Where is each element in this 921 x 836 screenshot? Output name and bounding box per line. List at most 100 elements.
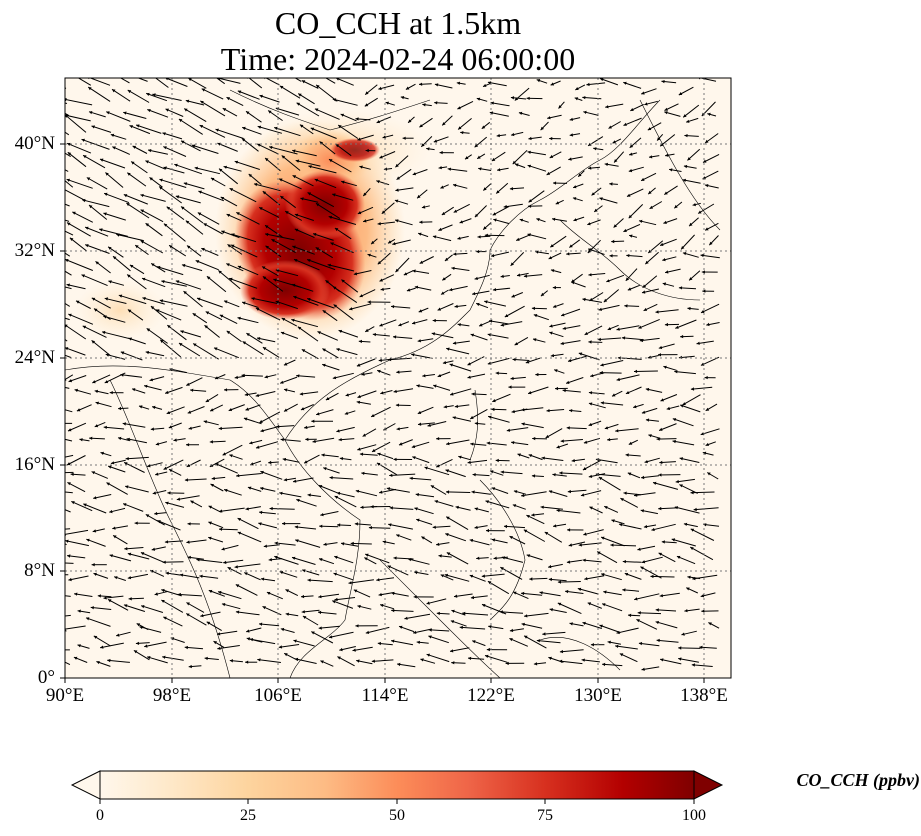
wind-vector-head	[658, 345, 663, 350]
wind-vector-head	[235, 584, 240, 588]
wind-vector-head	[527, 204, 532, 208]
wind-vector-head	[217, 632, 221, 636]
wind-vector-head	[521, 622, 525, 627]
wind-vector-head	[648, 249, 652, 253]
wind-vector-head	[159, 299, 164, 303]
wind-vector-head	[279, 491, 283, 495]
wind-vector	[387, 565, 409, 576]
wind-vector-head	[672, 418, 677, 422]
wind-vector-head	[444, 257, 449, 261]
wind-vector-head	[210, 484, 214, 487]
wind-vector-head	[316, 84, 320, 89]
wind-vector-head	[645, 418, 650, 422]
wind-vector-head	[693, 507, 697, 512]
wind-vector-head	[391, 305, 395, 309]
wind-vector	[145, 351, 165, 357]
wind-vector-head	[531, 474, 536, 478]
wind-vector	[690, 386, 713, 390]
wind-vector	[83, 503, 107, 514]
wind-vector	[297, 326, 319, 342]
wind-vector	[278, 644, 300, 648]
wind-vector-head	[680, 334, 684, 339]
wind-vector-head	[420, 658, 424, 662]
wind-vector	[180, 330, 202, 338]
wind-vector-head	[339, 457, 344, 461]
wind-vector-head	[603, 298, 608, 303]
wind-vector	[622, 561, 642, 563]
wind-vector-head	[164, 540, 169, 544]
wind-vector	[428, 635, 449, 644]
wind-vector	[424, 466, 450, 476]
lat-tick-label: 16°N	[14, 454, 55, 475]
wind-vector-head	[535, 250, 539, 254]
wind-vector-head	[500, 323, 504, 327]
wind-vector-head	[102, 330, 106, 335]
wind-vector-head	[219, 527, 223, 531]
wind-vector	[452, 416, 472, 422]
wind-vector-head	[674, 204, 678, 209]
wind-vector	[545, 428, 563, 439]
wind-vector-head	[617, 356, 622, 360]
wind-vector-head	[104, 380, 109, 384]
wind-vector-head	[558, 105, 562, 109]
wind-vector	[84, 226, 109, 237]
wind-vector-head	[291, 318, 295, 322]
wind-vector-head	[445, 469, 449, 473]
wind-vector-head	[637, 547, 641, 551]
wind-vector-head	[142, 277, 146, 281]
wind-vector-head	[256, 445, 260, 449]
wind-vector-head	[486, 441, 490, 445]
wind-vector-head	[186, 443, 190, 447]
wind-vector	[368, 527, 391, 529]
wind-vector	[161, 599, 184, 613]
wind-vector-head	[213, 641, 217, 645]
wind-vector-head	[600, 78, 604, 82]
wind-vector-head	[603, 590, 607, 594]
wind-vector	[333, 572, 354, 581]
axis-ticks	[60, 143, 705, 683]
wind-vector-head	[476, 302, 480, 307]
wind-vector-head	[338, 438, 342, 442]
wind-vector-head	[245, 660, 249, 664]
wind-vector-head	[664, 111, 668, 115]
wind-vector-head	[371, 659, 375, 663]
wind-vector-head	[300, 197, 304, 201]
wind-vector	[123, 194, 148, 205]
wind-vector-head	[249, 441, 253, 445]
wind-vector	[678, 647, 701, 649]
wind-vector-head	[218, 590, 222, 595]
wind-vector	[294, 213, 314, 221]
wind-vector-head	[517, 453, 521, 457]
wind-vector	[156, 266, 184, 276]
wind-vector	[689, 546, 714, 561]
wind-vector-head	[643, 307, 648, 311]
wind-vector-head	[175, 280, 180, 284]
wind-vector-head	[641, 410, 646, 414]
wind-vector-head	[166, 206, 171, 210]
wind-vector-head	[568, 543, 573, 547]
wind-vector	[334, 227, 352, 240]
wind-vector	[600, 360, 624, 366]
wind-vector	[560, 308, 581, 317]
wind-vector-head	[295, 539, 299, 543]
wind-vector-head	[599, 371, 603, 375]
wind-vector-head	[559, 649, 564, 654]
wind-vector	[258, 522, 278, 529]
wind-vector-head	[628, 613, 632, 617]
wind-vector	[371, 441, 391, 453]
wind-vector-head	[509, 187, 514, 191]
wind-vector-head	[478, 167, 482, 171]
wind-vector-head	[500, 274, 504, 278]
wind-vector-head	[653, 481, 657, 485]
wind-vector	[540, 506, 563, 510]
wind-vector	[215, 463, 238, 474]
wind-vector-head	[100, 158, 104, 162]
wind-vector-head	[278, 645, 283, 649]
wind-vector-head	[135, 245, 139, 249]
wind-vector-head	[412, 172, 417, 176]
wind-vector	[234, 160, 260, 170]
wind-vector-head	[459, 625, 463, 630]
wind-vector	[332, 193, 354, 201]
wind-vector-head	[651, 527, 655, 532]
wind-vector-head	[674, 506, 679, 510]
